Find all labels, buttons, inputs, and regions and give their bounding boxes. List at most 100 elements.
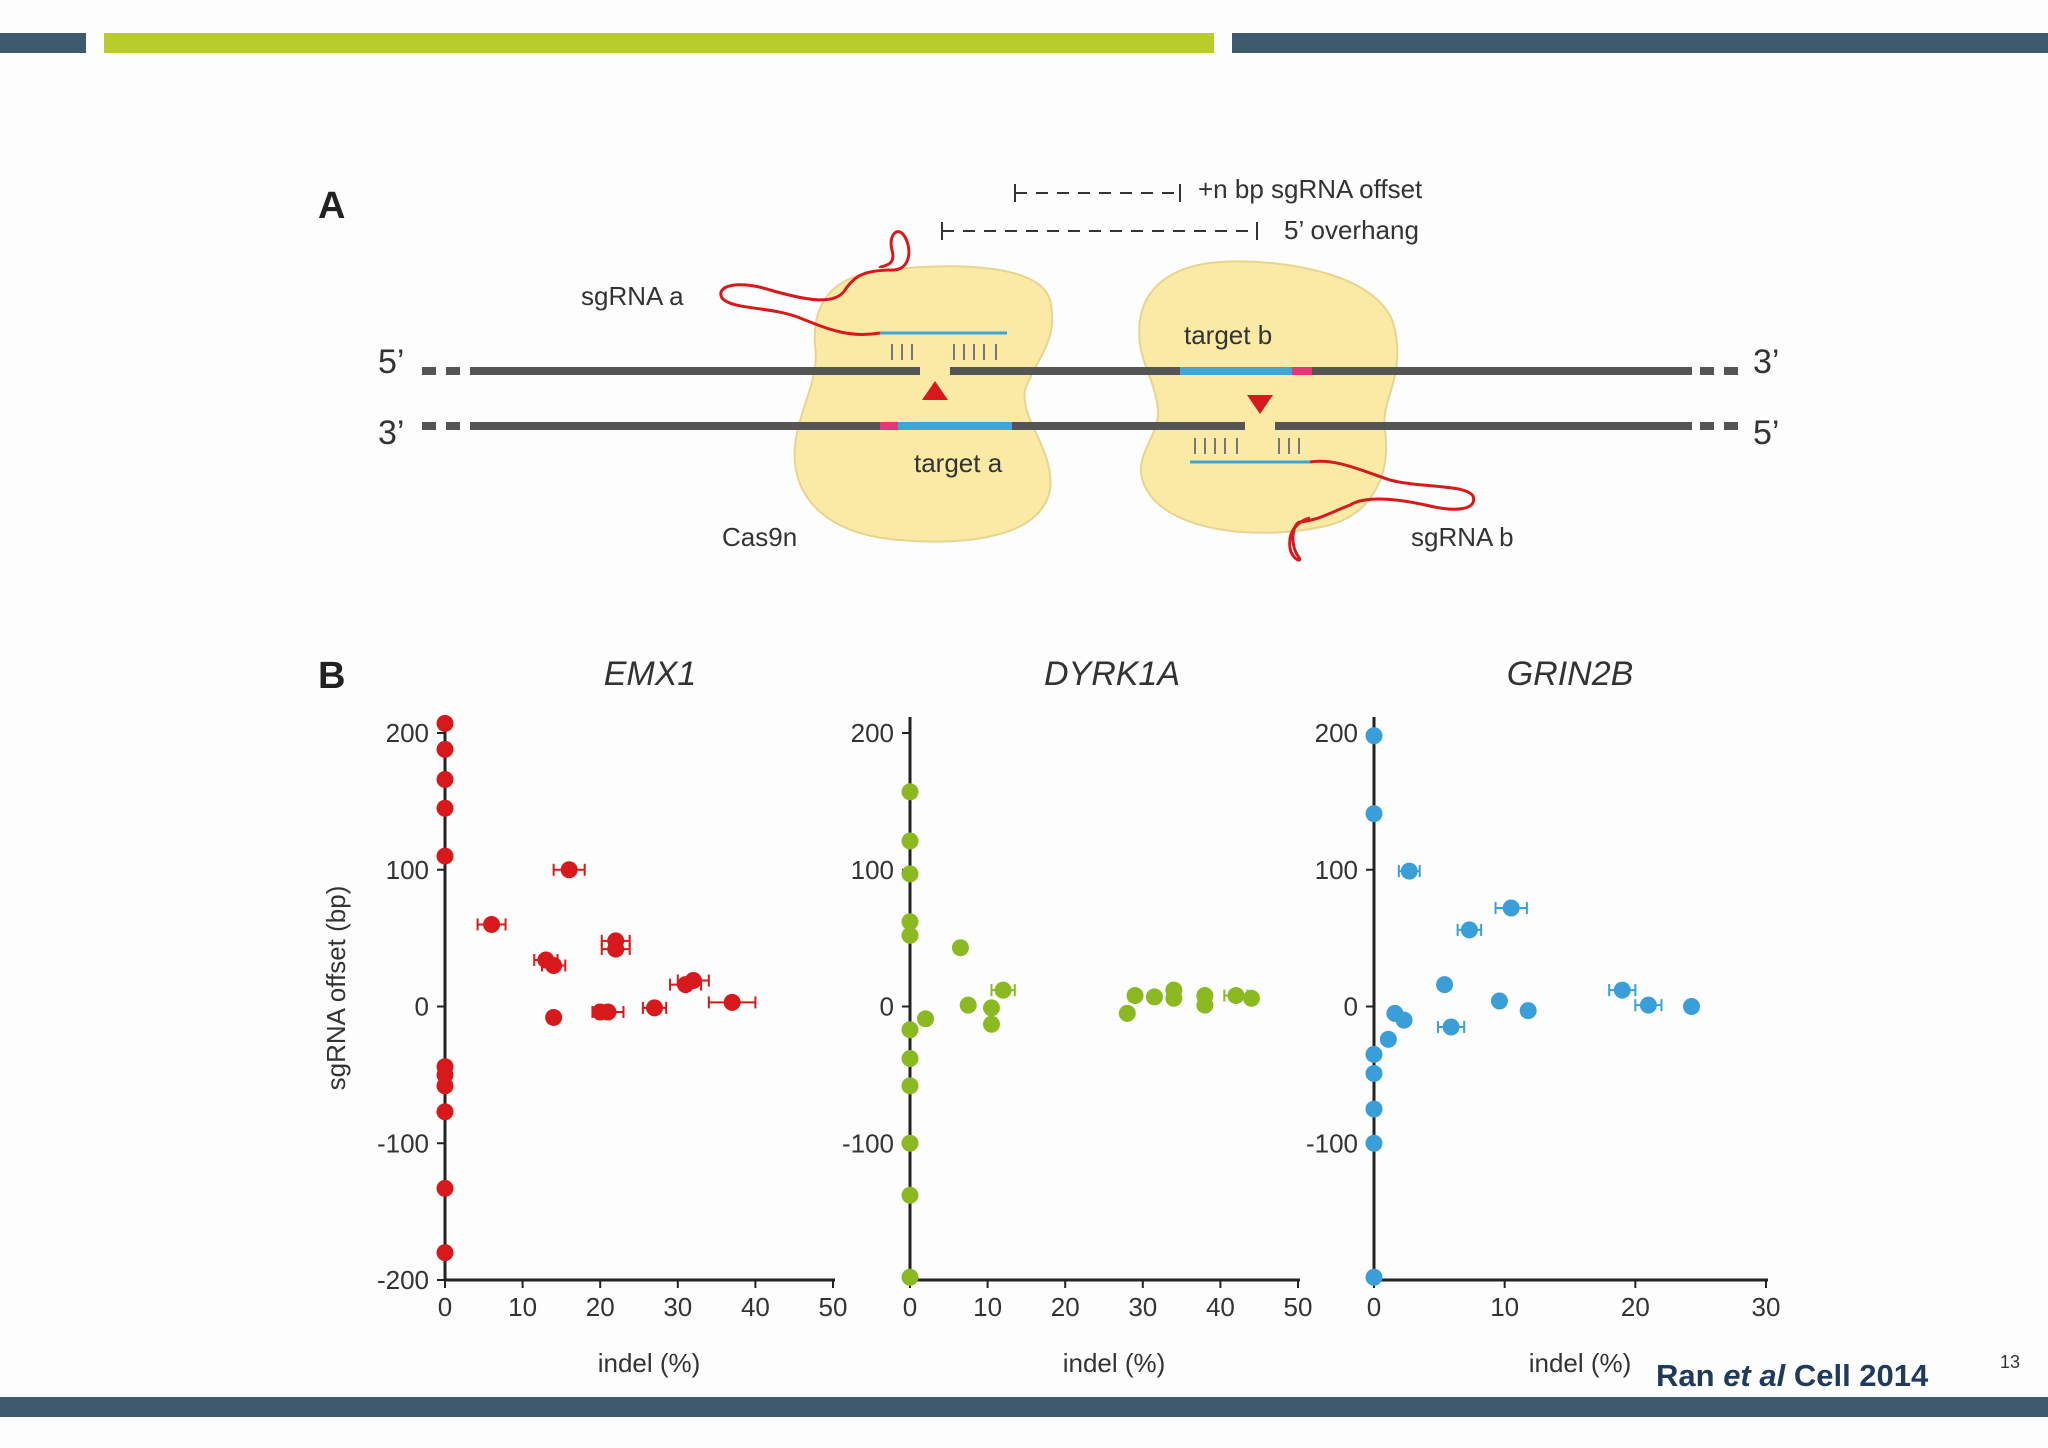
data-point	[545, 1008, 563, 1026]
chart-dyrk1a: DYRK1A 200 100 0 -100 0 10 20 30 40 50 indel (%)	[842, 655, 1313, 1378]
y-tick-label: 200	[1315, 718, 1358, 748]
y-tick-label: -100	[1306, 1128, 1358, 1158]
data-point	[1365, 1065, 1383, 1083]
data-point	[436, 740, 454, 758]
sgrna-b	[1190, 438, 1476, 562]
top-strand-5prime-label: 5’	[378, 343, 404, 381]
x-tick-label: 50	[1284, 1292, 1313, 1322]
data-point	[560, 861, 578, 879]
data-point	[1118, 1004, 1136, 1022]
data-point	[1126, 987, 1144, 1005]
data-point	[436, 799, 454, 817]
nick-site-bottom-icon	[1247, 395, 1273, 414]
x-tick-label: 30	[663, 1292, 692, 1322]
sgrna-a-label: sgRNA a	[581, 281, 684, 311]
data-point	[901, 865, 919, 883]
y-tick-label: 0	[1344, 992, 1358, 1022]
panel-a-label: A	[318, 185, 345, 227]
data-point	[723, 993, 741, 1011]
citation-etal: et al	[1723, 1358, 1786, 1393]
data-point	[436, 847, 454, 865]
data-point	[1395, 1011, 1413, 1029]
nick-site-top-icon	[922, 381, 948, 400]
data-point	[436, 770, 454, 788]
x-tick-label: 50	[819, 1292, 848, 1322]
y-tick-label: 100	[851, 855, 894, 885]
panel-b-label: B	[318, 655, 345, 697]
data-point	[1436, 976, 1454, 994]
y-tick-label: -100	[842, 1128, 894, 1158]
citation-journal: Cell 2014	[1785, 1358, 1929, 1393]
cas9n-left-blob	[793, 265, 1054, 543]
sgrna-a	[719, 230, 1007, 360]
y-tick-label: -100	[377, 1128, 429, 1158]
cas9n-label: Cas9n	[722, 522, 797, 552]
x-tick-label: 10	[508, 1292, 537, 1322]
data-point	[1379, 1030, 1397, 1048]
x-tick-label: 40	[1206, 1292, 1235, 1322]
data-point	[436, 714, 454, 732]
chart-title: EMX1	[604, 655, 697, 693]
data-point	[982, 1015, 1000, 1033]
data-point	[901, 926, 919, 944]
data-point	[1683, 998, 1701, 1015]
x-tick-label: 30	[1128, 1292, 1157, 1322]
data-point	[1460, 921, 1478, 939]
bottom-strand-5prime-label: 5’	[1753, 414, 1779, 452]
data-point	[1490, 992, 1508, 1010]
data-point	[591, 1003, 609, 1021]
x-tick-label: 20	[586, 1292, 615, 1322]
y-tick-label: 100	[386, 855, 429, 885]
data-point	[1365, 1268, 1383, 1286]
data-point	[901, 783, 919, 801]
data-point	[1365, 805, 1383, 823]
data-point	[901, 1268, 919, 1286]
chart-title: DYRK1A	[1044, 655, 1180, 693]
x-tick-label: 0	[438, 1292, 452, 1322]
data-point	[982, 999, 1000, 1017]
data-point	[901, 832, 919, 850]
chart-emx1: EMX1 200 100 0 -100 -200 0 10 20 30 40 50 indel (%)	[377, 655, 848, 1378]
data-point	[1502, 899, 1520, 917]
data-point	[1519, 1002, 1537, 1020]
data-point	[1442, 1018, 1460, 1036]
data-point	[951, 939, 969, 957]
charts: EMX1 200 100 0 -100 -200 0 10 20 30 40 50 indel (%) D…	[377, 655, 1781, 1378]
data-point	[901, 1134, 919, 1152]
target-a-label: target a	[914, 448, 1003, 478]
x-axis-label: indel (%)	[1063, 1348, 1166, 1378]
data-point	[677, 976, 695, 994]
data-point	[1639, 996, 1657, 1014]
y-tick-label: -200	[377, 1265, 429, 1295]
overhang-label: 5’ overhang	[1284, 215, 1419, 245]
page-number: 13	[2000, 1352, 2021, 1372]
x-tick-label: 10	[1490, 1292, 1519, 1322]
data-point	[901, 1049, 919, 1067]
x-tick-label: 30	[1752, 1292, 1781, 1322]
bottom-strand-3prime-label: 3’	[378, 414, 404, 452]
y-tick-label: 200	[851, 718, 894, 748]
data-point	[607, 940, 625, 958]
data-point	[1365, 1100, 1383, 1118]
x-tick-label: 20	[1621, 1292, 1650, 1322]
data-point	[436, 1244, 454, 1262]
citation-author: Ran	[1656, 1358, 1724, 1393]
data-point	[959, 996, 977, 1014]
data-point	[1365, 727, 1383, 745]
data-point	[1227, 987, 1245, 1005]
footer-bar	[0, 1397, 2048, 1417]
panel-a: A +n bp sgRNA offset 5’ overhang	[318, 174, 1779, 562]
data-point	[1242, 989, 1260, 1007]
panel-b-ylabel: sgRNA offset (bp)	[321, 886, 351, 1091]
header-bar-left	[0, 33, 86, 53]
data-point	[1613, 981, 1631, 999]
chart-grin2b: GRIN2B 200 100 0 -100 0 10 20 30 indel (%)	[1306, 655, 1781, 1378]
panel-b: B sgRNA offset (bp) EMX1 200 100 0 -100 -200 0…	[318, 655, 1780, 1378]
data-point	[1165, 989, 1183, 1007]
data-point	[436, 1179, 454, 1197]
data-point	[646, 999, 664, 1017]
data-point	[483, 915, 501, 933]
data-point	[1365, 1134, 1383, 1152]
data-point	[1400, 862, 1418, 880]
